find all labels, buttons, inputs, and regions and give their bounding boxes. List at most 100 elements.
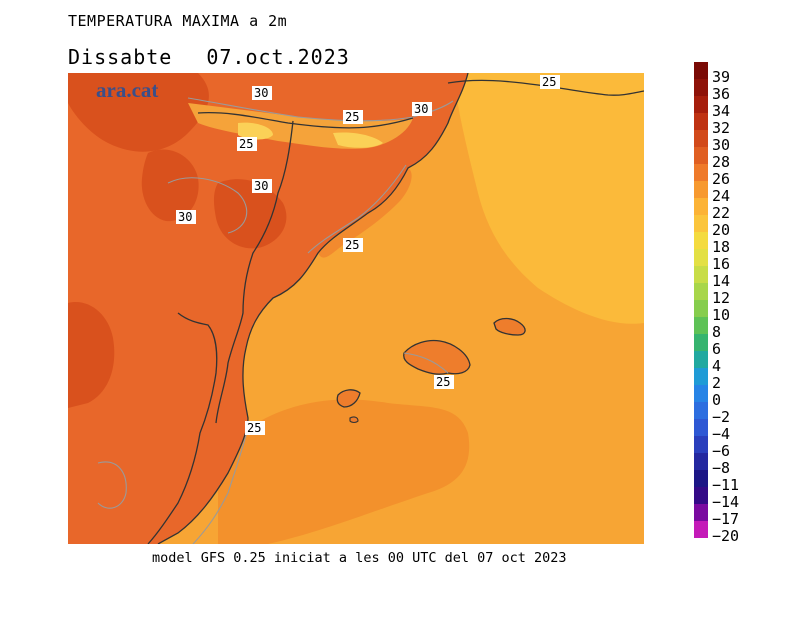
legend-swatch — [694, 521, 708, 538]
svg-text:25: 25 — [436, 375, 450, 389]
legend-swatch — [694, 351, 708, 368]
legend-swatch — [694, 334, 708, 351]
legend-label: −8 — [712, 459, 731, 477]
coastline-north — [447, 79, 644, 96]
legend-label: 36 — [712, 85, 731, 103]
svg-text:30: 30 — [254, 86, 268, 100]
legend-label: 14 — [712, 272, 731, 290]
legend-label: −4 — [712, 425, 731, 443]
legend-label: 22 — [712, 204, 731, 222]
contour-line — [97, 461, 127, 509]
ara-logo: ara.cat — [96, 78, 158, 102]
legend-swatch — [694, 402, 708, 419]
svg-text:25: 25 — [239, 137, 253, 151]
legend-label: 30 — [712, 136, 731, 154]
svg-text:30: 30 — [254, 179, 268, 193]
legend-label: 24 — [712, 187, 731, 205]
legend-label: 32 — [712, 119, 731, 137]
contour-label: 30 — [252, 86, 272, 100]
legend-swatch — [694, 215, 708, 232]
legend-swatch — [694, 113, 708, 130]
legend-swatch — [694, 504, 708, 521]
interior-hot-patch — [68, 73, 209, 152]
contour-line — [167, 177, 248, 234]
map-subtitle: Dissabte 07.oct.2023 — [68, 45, 350, 69]
legend-swatch — [694, 487, 708, 504]
coastline — [157, 73, 469, 544]
legend-label: 28 — [712, 153, 731, 171]
legend-swatch — [694, 453, 708, 470]
legend-label: 8 — [712, 323, 722, 341]
legend-swatch — [694, 147, 708, 164]
border-aragon-catalonia — [215, 120, 294, 424]
legend-label: −11 — [712, 476, 740, 494]
border-south — [147, 312, 218, 544]
contour-label: 25 — [540, 75, 560, 89]
contour-line — [403, 352, 449, 374]
svg-text:25: 25 — [247, 421, 261, 435]
model-footer: model GFS 0.25 iniciat a les 00 UTC del … — [152, 550, 567, 566]
interior-hot-patch — [68, 302, 115, 408]
contour-label: 25 — [237, 137, 257, 151]
svg-text:30: 30 — [178, 210, 192, 224]
island-mallorca — [403, 339, 471, 375]
contour-line — [307, 164, 407, 254]
legend-swatch — [694, 385, 708, 402]
contour-label: 25 — [343, 110, 363, 124]
contour-label: 30 — [412, 102, 432, 116]
legend-label: 16 — [712, 255, 731, 273]
pyrenees-light-patch — [238, 122, 273, 140]
contour-labels: 30 25 30 25 25 30 30 25 25 25 — [176, 75, 560, 435]
contour-line — [192, 427, 249, 544]
legend-label: 2 — [712, 374, 722, 392]
contour-label: 25 — [245, 421, 265, 435]
legend-swatch — [694, 164, 708, 181]
svg-text:30: 30 — [414, 102, 428, 116]
legend-label: −2 — [712, 408, 731, 426]
contour-label: 25 — [343, 238, 363, 252]
legend-label: 26 — [712, 170, 731, 188]
legend-label: 10 — [712, 306, 731, 324]
interior-hot-patch — [141, 149, 199, 222]
pyrenees-light-patch — [333, 132, 383, 148]
legend-label: 0 — [712, 391, 722, 409]
legend-label: 20 — [712, 221, 731, 239]
island-formentera — [349, 416, 359, 424]
svg-text:25: 25 — [345, 110, 359, 124]
legend-label: 34 — [712, 102, 731, 120]
contour-label: 30 — [252, 179, 272, 193]
legend-label: 12 — [712, 289, 731, 307]
day-label: Dissabte — [68, 45, 173, 69]
border-spain-france — [197, 112, 414, 129]
legend-swatch — [694, 419, 708, 436]
date-label: 07.oct.2023 — [206, 45, 350, 69]
legend-swatch — [694, 181, 708, 198]
sea-warm-region — [453, 73, 644, 324]
legend-swatch — [694, 283, 708, 300]
legend-swatch — [694, 79, 708, 96]
sea-cool-region — [218, 399, 470, 544]
temperature-map: 30 25 30 25 25 30 30 25 25 25 ara.cat — [68, 73, 644, 544]
legend-swatch — [694, 436, 708, 453]
legend-label: −14 — [712, 493, 740, 511]
legend-swatch — [694, 317, 708, 334]
legend-swatch — [694, 368, 708, 385]
legend-label: 6 — [712, 340, 722, 358]
island-eivissa — [336, 389, 361, 408]
contour-label: 25 — [434, 375, 454, 389]
legend-label: −20 — [712, 527, 740, 545]
legend-swatch — [694, 198, 708, 215]
legend-label: 39 — [712, 68, 731, 86]
legend-swatch — [694, 130, 708, 147]
coastal-strip — [318, 168, 412, 258]
legend-swatch — [694, 62, 708, 79]
legend-swatch — [694, 266, 708, 283]
interior-hot-patch — [213, 179, 287, 249]
legend-label: −6 — [712, 442, 731, 460]
island-menorca — [493, 317, 526, 336]
legend-swatch — [694, 249, 708, 266]
legend-swatch — [694, 232, 708, 249]
legend-label: −17 — [712, 510, 740, 528]
svg-text:25: 25 — [542, 75, 556, 89]
legend-swatch — [694, 300, 708, 317]
